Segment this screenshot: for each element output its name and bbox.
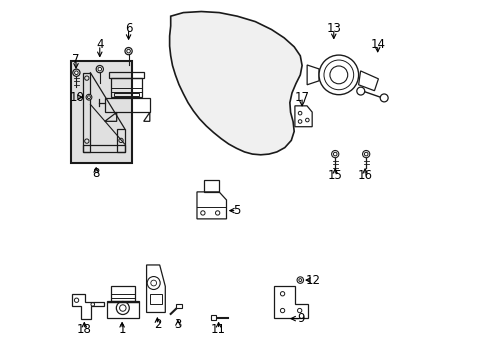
Text: 12: 12 <box>305 274 320 287</box>
Text: 7: 7 <box>72 53 80 66</box>
Circle shape <box>331 150 338 158</box>
Text: 11: 11 <box>211 323 225 336</box>
Circle shape <box>86 94 92 100</box>
Text: 13: 13 <box>325 22 341 35</box>
Text: 18: 18 <box>77 323 92 336</box>
Circle shape <box>147 276 160 289</box>
Polygon shape <box>169 12 302 155</box>
Text: 5: 5 <box>232 204 240 217</box>
Text: 15: 15 <box>327 169 342 182</box>
Text: 10: 10 <box>69 91 84 104</box>
Circle shape <box>362 150 369 158</box>
Text: 9: 9 <box>297 312 305 325</box>
Polygon shape <box>150 294 161 304</box>
Text: 3: 3 <box>174 318 181 331</box>
Circle shape <box>380 94 387 102</box>
Circle shape <box>125 48 132 55</box>
Text: 14: 14 <box>369 39 385 51</box>
Text: 2: 2 <box>153 318 161 331</box>
Text: 1: 1 <box>118 323 125 336</box>
Circle shape <box>296 277 303 283</box>
Text: 8: 8 <box>92 167 100 180</box>
Circle shape <box>96 66 103 73</box>
Bar <box>176 304 182 308</box>
Text: 17: 17 <box>294 91 309 104</box>
Circle shape <box>356 87 364 95</box>
Text: 6: 6 <box>124 22 132 35</box>
Circle shape <box>73 69 80 76</box>
Text: 16: 16 <box>357 169 372 182</box>
Bar <box>71 61 132 163</box>
Bar <box>211 315 215 320</box>
Circle shape <box>318 55 358 95</box>
Text: 4: 4 <box>96 39 103 51</box>
